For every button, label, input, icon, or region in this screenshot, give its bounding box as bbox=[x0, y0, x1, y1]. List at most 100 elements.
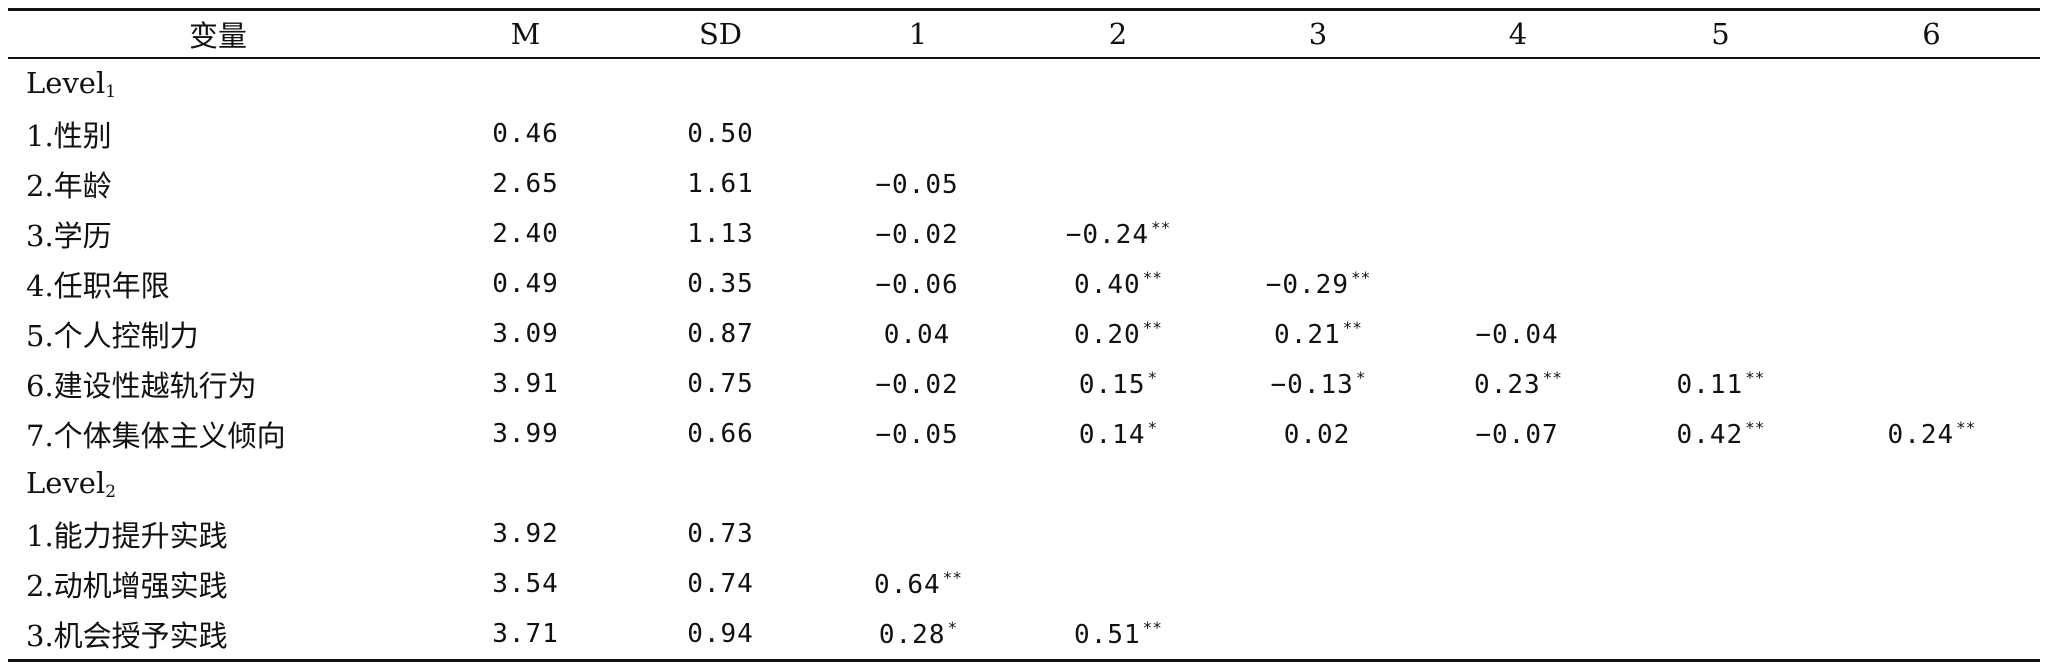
header-col-1: 1 bbox=[908, 17, 928, 51]
significance-marker: ** bbox=[1151, 218, 1171, 237]
empty-cell bbox=[818, 459, 1018, 509]
correlation-cell: 0.51 ** bbox=[1018, 609, 1218, 661]
level-label-subscript: 2 bbox=[105, 482, 117, 502]
correlation-cell bbox=[818, 109, 1018, 159]
variable-name-cell: 7.个体集体主义倾向 bbox=[26, 419, 286, 453]
header-variable: 变量 bbox=[188, 19, 247, 53]
correlation-value: 0.28 bbox=[878, 620, 946, 650]
correlation-value: 0.04 bbox=[883, 320, 951, 350]
significance-marker: ** bbox=[942, 568, 962, 587]
correlation-cell: 0.21 ** bbox=[1218, 309, 1418, 359]
empty-cell bbox=[1018, 58, 1218, 109]
mean-cell: 3.92 bbox=[492, 519, 559, 549]
empty-cell bbox=[623, 58, 818, 109]
significance-marker: ** bbox=[1142, 318, 1162, 337]
empty-cell bbox=[1618, 459, 1823, 509]
correlation-cell bbox=[1823, 309, 2040, 359]
table-row: 7.个体集体主义倾向 3.99 0.66 −0.05 0.14 * 0.02 −0.07 0.4… bbox=[8, 409, 2040, 459]
correlation-cell: 0.24 ** bbox=[1823, 409, 2040, 459]
level-label-row: Level1 bbox=[8, 58, 2040, 109]
table-row: 6.建设性越轨行为 3.91 0.75 −0.02 0.15 * −0.13 * 0.23 ** 0… bbox=[8, 359, 2040, 409]
empty-cell bbox=[1218, 58, 1418, 109]
correlation-cell bbox=[1618, 259, 1823, 309]
correlation-value: 0.42 bbox=[1676, 420, 1744, 450]
correlation-cell bbox=[1418, 259, 1618, 309]
header-mean: M bbox=[510, 17, 541, 51]
table-row: 2.动机增强实践 3.54 0.74 0.64 ** bbox=[8, 559, 2040, 609]
mean-cell: 0.49 bbox=[492, 269, 559, 299]
correlation-value: −0.05 bbox=[875, 420, 959, 450]
correlation-cell bbox=[1218, 209, 1418, 259]
correlation-cell: −0.29 ** bbox=[1218, 259, 1418, 309]
correlation-cell bbox=[1618, 559, 1823, 609]
correlation-cell bbox=[818, 509, 1018, 559]
correlation-value: 0.23 bbox=[1474, 370, 1541, 400]
sd-cell: 0.66 bbox=[687, 419, 754, 449]
correlation-cell: 0.15 * bbox=[1018, 359, 1218, 409]
correlation-cell: −0.13 * bbox=[1218, 359, 1418, 409]
correlation-cell: −0.05 bbox=[818, 159, 1018, 209]
correlation-cell: −0.05 bbox=[818, 409, 1018, 459]
mean-cell: 3.09 bbox=[492, 319, 559, 349]
correlation-cell bbox=[1618, 509, 1823, 559]
correlation-cell bbox=[1823, 209, 2040, 259]
empty-cell bbox=[1618, 58, 1823, 109]
variable-name-cell: 5.个人控制力 bbox=[26, 319, 199, 353]
correlation-cell bbox=[1418, 509, 1618, 559]
correlation-value: 0.40 bbox=[1074, 270, 1141, 300]
variable-name-cell: 4.任职年限 bbox=[26, 269, 170, 303]
correlation-value: 0.02 bbox=[1283, 420, 1351, 450]
correlation-cell bbox=[1823, 559, 2040, 609]
correlation-value: 0.64 bbox=[874, 570, 941, 600]
empty-cell bbox=[428, 58, 623, 109]
correlation-value: −0.04 bbox=[1475, 320, 1559, 350]
correlation-value: 0.11 bbox=[1676, 370, 1744, 400]
correlation-cell bbox=[1618, 609, 1823, 661]
sd-cell: 0.50 bbox=[687, 119, 754, 149]
correlation-cell bbox=[1618, 109, 1823, 159]
table-row: 1.性别 0.46 0.50 bbox=[8, 109, 2040, 159]
empty-cell bbox=[1823, 58, 2040, 109]
correlation-cell: −0.06 bbox=[818, 259, 1018, 309]
empty-cell bbox=[1418, 58, 1618, 109]
sd-cell: 0.35 bbox=[687, 269, 754, 299]
mean-cell: 2.40 bbox=[492, 219, 559, 249]
correlation-value: −0.05 bbox=[875, 170, 959, 200]
correlation-cell bbox=[1418, 609, 1618, 661]
level-label-text: Level bbox=[26, 466, 106, 500]
correlation-cell: 0.20 ** bbox=[1018, 309, 1218, 359]
table-row: 1.能力提升实践 3.92 0.73 bbox=[8, 509, 2040, 559]
correlation-cell: 0.64 ** bbox=[818, 559, 1018, 609]
correlation-value: 0.21 bbox=[1274, 320, 1341, 350]
significance-marker: ** bbox=[1142, 618, 1162, 637]
correlation-cell bbox=[1823, 609, 2040, 661]
correlation-cell bbox=[1823, 159, 2040, 209]
correlation-cell: 0.04 bbox=[818, 309, 1018, 359]
correlation-cell bbox=[1218, 609, 1418, 661]
sd-cell: 0.74 bbox=[687, 569, 754, 599]
significance-marker: ** bbox=[1745, 368, 1765, 387]
table-header-row: 变量 M SD 1 2 3 4 5 6 bbox=[8, 9, 2040, 58]
correlation-cell bbox=[1418, 559, 1618, 609]
level-label: Level1 bbox=[8, 58, 428, 109]
significance-marker: ** bbox=[1542, 368, 1562, 387]
sd-cell: 1.13 bbox=[687, 219, 754, 249]
table-body: Level1 1.性别 0.46 0.50 2.年龄 2.65 1.61 −0.05 3.学历 2… bbox=[8, 58, 2040, 661]
correlation-value: 0.51 bbox=[1074, 620, 1141, 650]
variable-name-cell: 3.学历 bbox=[26, 219, 112, 253]
correlation-cell bbox=[1018, 509, 1218, 559]
correlation-cell bbox=[1018, 559, 1218, 609]
correlation-cell bbox=[1823, 509, 2040, 559]
correlation-cell: −0.07 bbox=[1418, 409, 1618, 459]
correlation-value: −0.13 bbox=[1270, 370, 1354, 400]
significance-marker: * bbox=[1355, 368, 1366, 387]
correlation-value: −0.24 bbox=[1065, 220, 1149, 250]
empty-cell bbox=[1018, 459, 1218, 509]
sd-cell: 0.73 bbox=[687, 519, 754, 549]
table-row: 4.任职年限 0.49 0.35 −0.06 0.40 ** −0.29 ** bbox=[8, 259, 2040, 309]
sd-cell: 0.94 bbox=[687, 619, 754, 649]
empty-cell bbox=[428, 459, 623, 509]
correlation-value: −0.02 bbox=[875, 370, 959, 400]
correlation-cell: −0.24 ** bbox=[1018, 209, 1218, 259]
correlation-value: −0.29 bbox=[1265, 270, 1349, 300]
